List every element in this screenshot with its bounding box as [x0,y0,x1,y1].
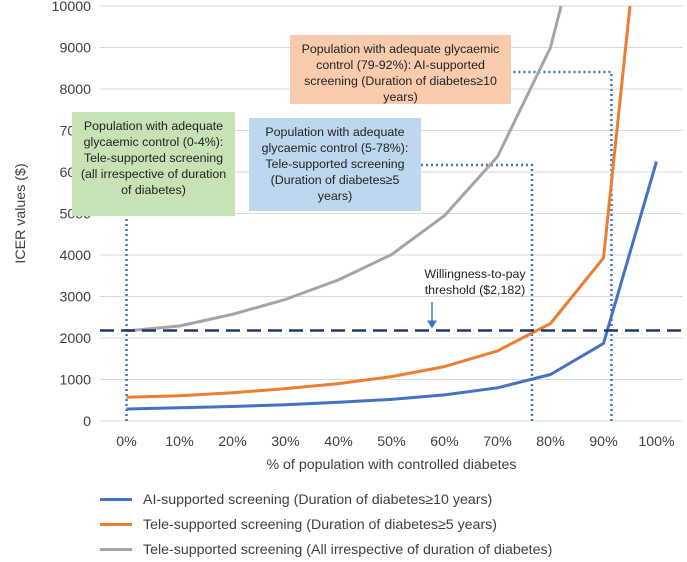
series-line-1 [126,5,632,399]
x-tick-label: 40% [324,434,353,450]
legend-swatch-tele-5 [100,523,132,526]
y-tick-label: 8000 [59,82,91,98]
x-tick-label: 50% [377,434,406,450]
y-tick-label: 10000 [52,0,92,15]
legend-item-ai: AI-supported screening (Duration of diab… [100,487,552,512]
y-tick-label: 4000 [59,248,91,264]
legend-item-tele-all: Tele-supported screening (All irrespecti… [100,537,552,562]
threshold-arrow-head [427,320,437,329]
x-tick-label: 30% [271,434,300,450]
legend-swatch-ai [100,498,132,501]
x-tick-label: 20% [218,434,247,450]
y-tick-label: 0 [83,414,91,430]
annotation-blue: Population with adequate glycaemic contr… [249,118,421,211]
x-tick-label: 70% [483,434,512,450]
x-tick-label: 60% [430,434,459,450]
annotation-orange: Population with adequate glycaemic contr… [290,35,511,104]
x-tick-label: 90% [589,434,618,450]
y-tick-label: 3000 [59,290,91,306]
legend-item-tele-5: Tele-supported screening (Duration of di… [100,512,552,537]
y-tick-label: 9000 [59,41,91,57]
annotation-green: Population with adequate glycaemic contr… [72,112,235,216]
x-tick-label: 100% [638,434,675,450]
series-line-2 [126,5,563,333]
legend: AI-supported screening (Duration of diab… [100,487,552,562]
y-tick-label: 2000 [59,331,91,347]
annotation-leader-orange [511,70,613,421]
y-tick-label: 1000 [59,373,91,389]
x-tick-label: 0% [116,434,137,450]
legend-label-ai: AI-supported screening (Duration of diab… [143,491,493,508]
legend-label-tele-5: Tele-supported screening (Duration of di… [143,516,497,533]
series-line-0 [126,161,658,411]
x-axis-title: % of population with controlled diabetes [266,457,516,473]
legend-swatch-tele-all [100,548,132,551]
x-tick-label: 80% [536,434,565,450]
y-axis-title: ICER values ($) [13,163,29,263]
x-tick-label: 10% [165,434,194,450]
annotation-leader-blue [421,163,534,421]
threshold-label: Willingness-to-pay threshold ($2,182) [424,267,526,297]
legend-label-tele-all: Tele-supported screening (All irrespecti… [143,541,553,558]
